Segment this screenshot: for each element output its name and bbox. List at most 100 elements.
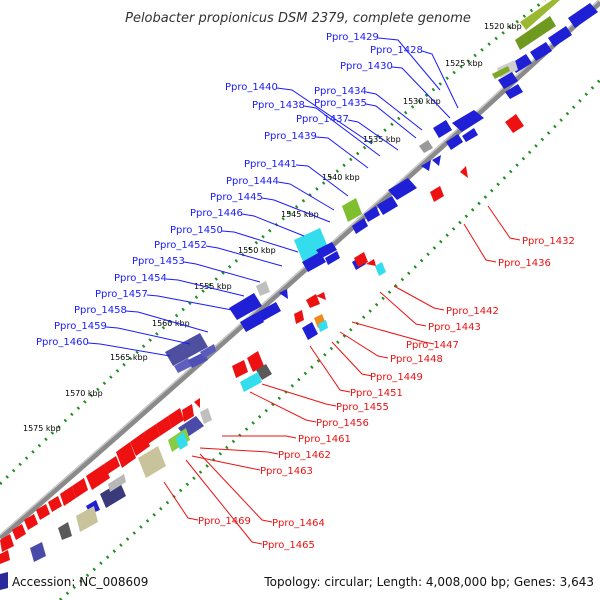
gene-arrow[interactable] bbox=[247, 351, 264, 372]
gene-label[interactable]: Ppro_1442 bbox=[446, 306, 499, 317]
gene-block[interactable] bbox=[342, 198, 362, 222]
gene-arrow[interactable] bbox=[232, 360, 248, 378]
gene-arrow[interactable] bbox=[240, 312, 264, 332]
gene-label[interactable]: Ppro_1441 bbox=[244, 159, 297, 170]
gene-arrow[interactable] bbox=[194, 398, 200, 408]
gene-label[interactable]: Ppro_1446 bbox=[190, 208, 243, 219]
gene-arrow[interactable] bbox=[182, 404, 194, 422]
gene-block[interactable] bbox=[256, 364, 272, 380]
gene-label[interactable]: Ppro_1450 bbox=[170, 225, 223, 236]
gene-label[interactable]: Ppro_1430 bbox=[340, 61, 393, 72]
gene-arrow[interactable] bbox=[377, 196, 398, 215]
gene-label[interactable]: Ppro_1447 bbox=[406, 340, 459, 351]
gene-label[interactable]: Ppro_1453 bbox=[132, 256, 185, 267]
gene-arrow[interactable] bbox=[325, 251, 340, 265]
gene-label[interactable]: Ppro_1440 bbox=[225, 82, 278, 93]
gene-label[interactable]: Ppro_1454 bbox=[114, 273, 167, 284]
gene-block[interactable] bbox=[165, 333, 208, 366]
gene-label[interactable]: Ppro_1457 bbox=[95, 289, 148, 300]
gene-block[interactable] bbox=[138, 446, 166, 478]
gene-arrow[interactable] bbox=[104, 456, 120, 474]
gene-arrow[interactable] bbox=[0, 534, 14, 552]
gene-arrow[interactable] bbox=[505, 114, 524, 133]
gene-arrow[interactable] bbox=[144, 424, 160, 444]
gene-block[interactable] bbox=[174, 358, 192, 373]
gene-arrow[interactable] bbox=[229, 293, 262, 320]
gene-block[interactable] bbox=[240, 372, 262, 392]
gene-label[interactable]: Ppro_1448 bbox=[390, 354, 443, 365]
gene-label[interactable]: Ppro_1449 bbox=[370, 372, 423, 383]
gene-arrow[interactable] bbox=[430, 186, 444, 202]
gene-arrow[interactable] bbox=[306, 294, 320, 308]
gene-block[interactable] bbox=[256, 281, 270, 296]
gene-label[interactable]: Ppro_1435 bbox=[314, 98, 367, 109]
gene-arrow[interactable] bbox=[258, 302, 281, 321]
gene-arrow[interactable] bbox=[279, 289, 288, 299]
gene-label[interactable]: Ppro_1462 bbox=[278, 450, 331, 461]
gene-block[interactable] bbox=[76, 506, 98, 532]
gene-arrow[interactable] bbox=[36, 504, 50, 520]
gene-block[interactable] bbox=[30, 542, 46, 562]
gene-arrow[interactable] bbox=[432, 155, 441, 166]
gene-label[interactable]: Ppro_1434 bbox=[314, 86, 367, 97]
gene-arrow[interactable] bbox=[294, 310, 304, 324]
gene-label[interactable]: Ppro_1438 bbox=[252, 100, 305, 111]
gene-block[interactable] bbox=[0, 572, 8, 590]
gene-label[interactable]: Ppro_1428 bbox=[370, 45, 423, 56]
gene-arrow[interactable] bbox=[86, 464, 110, 490]
gene-label[interactable]: Ppro_1464 bbox=[272, 518, 325, 529]
gene-arrow[interactable] bbox=[0, 550, 10, 564]
gene-label[interactable]: Ppro_1443 bbox=[428, 322, 481, 333]
gene-label[interactable]: Ppro_1444 bbox=[226, 176, 279, 187]
gene-arrow[interactable] bbox=[352, 218, 368, 234]
gene-arrow[interactable] bbox=[462, 128, 478, 142]
gene-arrow[interactable] bbox=[200, 344, 216, 358]
gene-label[interactable]: Ppro_1463 bbox=[260, 466, 313, 477]
gene-arrow[interactable] bbox=[364, 206, 380, 222]
gene-block[interactable] bbox=[108, 474, 126, 492]
gene-label[interactable]: Ppro_1469 bbox=[198, 516, 251, 527]
gene-label[interactable]: Ppro_1445 bbox=[210, 192, 263, 203]
gene-block[interactable] bbox=[200, 408, 212, 424]
gene-arrow[interactable] bbox=[316, 292, 326, 300]
gene-label[interactable]: Ppro_1458 bbox=[74, 305, 127, 316]
gene-label[interactable]: Ppro_1455 bbox=[336, 402, 389, 413]
gene-arrow[interactable] bbox=[168, 408, 184, 428]
gene-arrow[interactable] bbox=[530, 42, 552, 61]
gene-arrow[interactable] bbox=[24, 514, 38, 530]
gene-arrow[interactable] bbox=[568, 3, 598, 28]
gene-label[interactable]: Ppro_1429 bbox=[326, 32, 379, 43]
gene-block[interactable] bbox=[302, 322, 318, 340]
gene-block[interactable] bbox=[492, 66, 510, 79]
gene-label[interactable]: Ppro_1437 bbox=[296, 114, 349, 125]
gene-label[interactable]: Ppro_1456 bbox=[316, 418, 369, 429]
gene-label[interactable]: Ppro_1439 bbox=[264, 131, 317, 142]
gene-block[interactable] bbox=[58, 522, 72, 540]
gene-arrow[interactable] bbox=[12, 524, 26, 540]
gene-arrow[interactable] bbox=[460, 166, 468, 178]
gene-label[interactable]: Ppro_1436 bbox=[498, 258, 551, 269]
gene-label[interactable]: Ppro_1465 bbox=[262, 540, 315, 551]
gene-arrow[interactable] bbox=[505, 84, 523, 99]
gene-arrow[interactable] bbox=[433, 120, 452, 138]
gene-arrow[interactable] bbox=[302, 252, 326, 272]
gene-arrow[interactable] bbox=[498, 72, 518, 89]
gene-arrow[interactable] bbox=[452, 110, 484, 132]
gene-label[interactable]: Ppro_1459 bbox=[54, 321, 107, 332]
gene-arrow[interactable] bbox=[446, 134, 463, 150]
gene-label[interactable]: Ppro_1461 bbox=[298, 434, 351, 445]
gene-arrow[interactable] bbox=[130, 432, 150, 456]
gene-arrow[interactable] bbox=[72, 478, 88, 498]
gene-label[interactable]: Ppro_1432 bbox=[522, 236, 575, 247]
gene-label[interactable]: Ppro_1451 bbox=[350, 388, 403, 399]
gene-arrow[interactable] bbox=[354, 252, 368, 267]
gene-arrow[interactable] bbox=[548, 26, 572, 47]
gene-arrow[interactable] bbox=[316, 242, 337, 258]
gene-arrow[interactable] bbox=[421, 160, 431, 171]
gene-block[interactable] bbox=[318, 320, 328, 332]
gene-block[interactable] bbox=[375, 262, 386, 276]
gene-block[interactable] bbox=[515, 16, 556, 50]
gene-arrow[interactable] bbox=[388, 178, 417, 200]
gene-block[interactable] bbox=[419, 140, 433, 153]
gene-arrow[interactable] bbox=[60, 486, 76, 506]
